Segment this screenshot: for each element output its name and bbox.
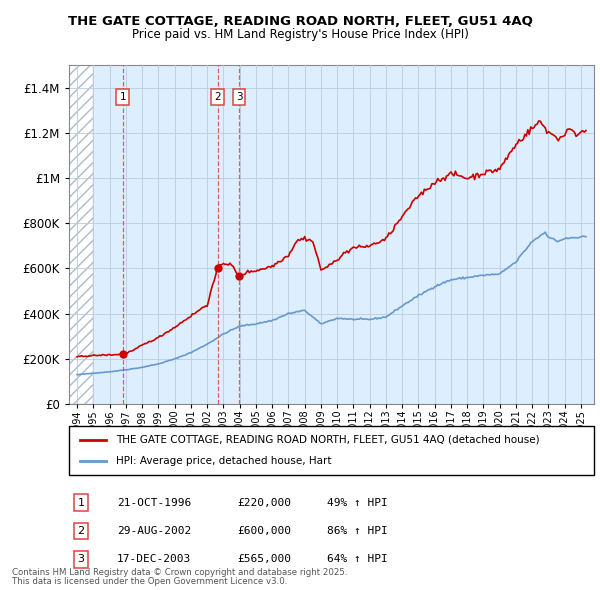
Text: HPI: Average price, detached house, Hart: HPI: Average price, detached house, Hart <box>116 456 332 466</box>
Text: 29-AUG-2002: 29-AUG-2002 <box>117 526 191 536</box>
Text: THE GATE COTTAGE, READING ROAD NORTH, FLEET, GU51 4AQ: THE GATE COTTAGE, READING ROAD NORTH, FL… <box>68 15 532 28</box>
Text: 2: 2 <box>77 526 85 536</box>
Text: 2: 2 <box>214 92 221 102</box>
Text: Contains HM Land Registry data © Crown copyright and database right 2025.: Contains HM Land Registry data © Crown c… <box>12 568 347 577</box>
Text: 49% ↑ HPI: 49% ↑ HPI <box>327 498 388 507</box>
Text: 1: 1 <box>119 92 126 102</box>
Text: 21-OCT-1996: 21-OCT-1996 <box>117 498 191 507</box>
Text: £600,000: £600,000 <box>237 526 291 536</box>
Text: 86% ↑ HPI: 86% ↑ HPI <box>327 526 388 536</box>
Text: 1: 1 <box>77 498 85 507</box>
Text: 17-DEC-2003: 17-DEC-2003 <box>117 555 191 564</box>
Text: Price paid vs. HM Land Registry's House Price Index (HPI): Price paid vs. HM Land Registry's House … <box>131 28 469 41</box>
FancyBboxPatch shape <box>69 426 594 475</box>
Text: THE GATE COTTAGE, READING ROAD NORTH, FLEET, GU51 4AQ (detached house): THE GATE COTTAGE, READING ROAD NORTH, FL… <box>116 435 540 445</box>
Text: This data is licensed under the Open Government Licence v3.0.: This data is licensed under the Open Gov… <box>12 578 287 586</box>
Text: £565,000: £565,000 <box>237 555 291 564</box>
Text: 3: 3 <box>77 555 85 564</box>
Text: 3: 3 <box>236 92 242 102</box>
Text: 64% ↑ HPI: 64% ↑ HPI <box>327 555 388 564</box>
Text: £220,000: £220,000 <box>237 498 291 507</box>
